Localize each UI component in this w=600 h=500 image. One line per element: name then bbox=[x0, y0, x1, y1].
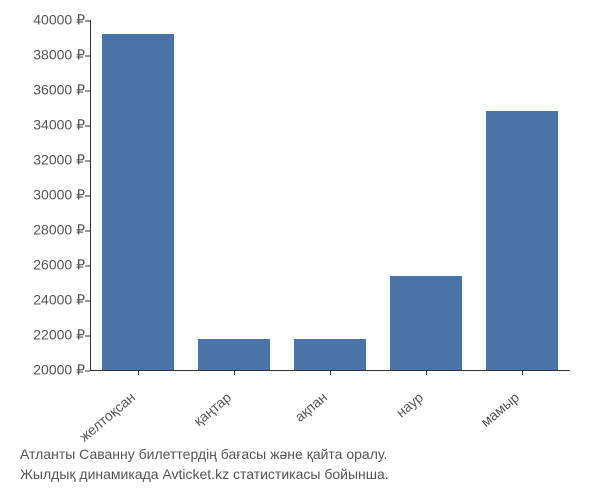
bar bbox=[102, 34, 174, 370]
x-tick-mark bbox=[522, 370, 523, 375]
y-tick-label: 40000 ₽ bbox=[0, 12, 85, 29]
x-tick-mark bbox=[426, 370, 427, 375]
x-tick-label: наур bbox=[393, 389, 426, 421]
y-tick-label: 36000 ₽ bbox=[0, 82, 85, 99]
bar bbox=[486, 111, 558, 370]
y-tick-label: 38000 ₽ bbox=[0, 47, 85, 64]
y-tick-label: 20000 ₽ bbox=[0, 362, 85, 379]
y-tick-label: 30000 ₽ bbox=[0, 187, 85, 204]
y-tick-label: 24000 ₽ bbox=[0, 292, 85, 309]
x-tick-label: қаңтар bbox=[191, 389, 235, 429]
chart-caption: Атланты Саванну билеттердің бағасы және … bbox=[20, 445, 580, 484]
y-tick-label: 26000 ₽ bbox=[0, 257, 85, 274]
x-tick-label: ақпан bbox=[292, 389, 331, 425]
bar bbox=[294, 339, 366, 371]
y-tick-label: 28000 ₽ bbox=[0, 222, 85, 239]
bars-group bbox=[90, 20, 570, 370]
y-tick-label: 34000 ₽ bbox=[0, 117, 85, 134]
bar bbox=[198, 339, 270, 371]
bar bbox=[390, 276, 462, 371]
x-tick-mark bbox=[234, 370, 235, 375]
caption-line-1: Атланты Саванну билеттердің бағасы және … bbox=[20, 445, 580, 465]
x-tick-label: мамыр bbox=[477, 389, 522, 430]
x-tick-label: желтоқсан bbox=[76, 389, 138, 445]
y-tick-label: 32000 ₽ bbox=[0, 152, 85, 169]
plot-area bbox=[90, 20, 570, 370]
y-tick-label: 22000 ₽ bbox=[0, 327, 85, 344]
chart-container: 20000 ₽ 22000 ₽ 24000 ₽ 26000 ₽ 28000 ₽ 30000… bbox=[0, 0, 600, 500]
y-axis: 20000 ₽22000 ₽24000 ₽26000 ₽28000 ₽30000… bbox=[0, 20, 85, 370]
caption-line-2: Жылдық динамикада Avticket.kz статистика… bbox=[20, 465, 580, 485]
x-axis-labels: желтоқсанқаңтарақпаннаурмамыр bbox=[90, 375, 570, 435]
x-tick-mark bbox=[330, 370, 331, 375]
x-tick-mark bbox=[138, 370, 139, 375]
